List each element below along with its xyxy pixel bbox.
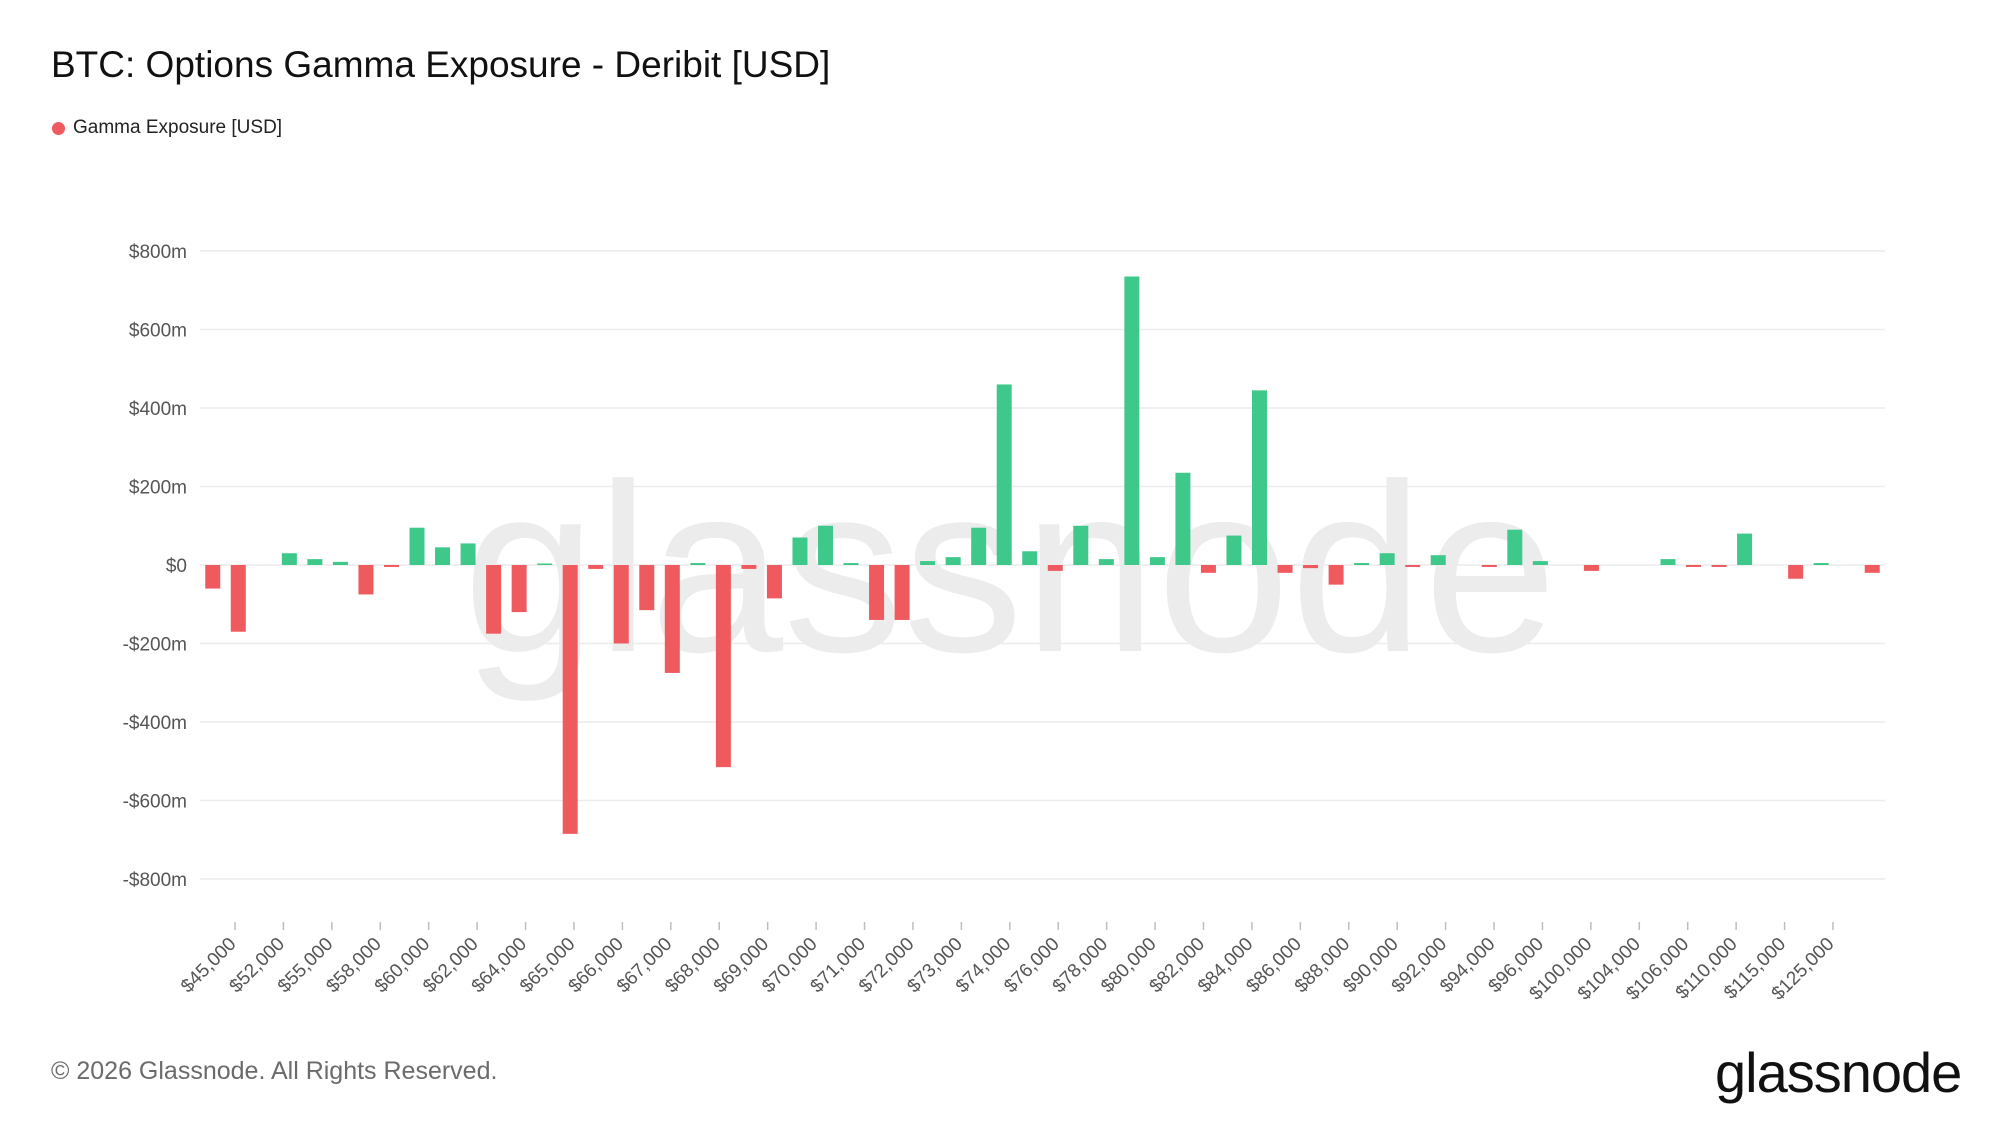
bar[interactable]: [1149, 557, 1165, 565]
bar[interactable]: [1047, 565, 1063, 571]
bar[interactable]: [537, 563, 553, 566]
chart-title: BTC: Options Gamma Exposure - Deribit [U…: [51, 44, 831, 85]
bar[interactable]: [1200, 565, 1216, 573]
bar[interactable]: [1737, 533, 1753, 565]
bar[interactable]: [588, 565, 604, 569]
legend-label: Gamma Exposure [USD]: [73, 117, 283, 138]
bar[interactable]: [358, 565, 374, 595]
bar[interactable]: [1328, 565, 1344, 585]
y-tick-label: -$400m: [123, 713, 187, 734]
bar[interactable]: [1711, 565, 1727, 567]
bar[interactable]: [920, 561, 936, 565]
bar[interactable]: [1098, 559, 1114, 565]
bar[interactable]: [1175, 472, 1191, 565]
bar[interactable]: [562, 565, 578, 834]
y-tick-label: -$600m: [123, 792, 187, 813]
bar[interactable]: [613, 565, 629, 644]
bar[interactable]: [1124, 276, 1140, 565]
y-axis-ticks: $800m $600m $400m $200m $0 -$200m -$400m -$600m…: [123, 242, 187, 891]
bar[interactable]: [1430, 555, 1446, 565]
bar[interactable]: [1813, 563, 1829, 565]
bar[interactable]: [945, 557, 961, 565]
bar[interactable]: [281, 553, 297, 565]
bars: [205, 276, 1880, 834]
y-tick-label: $400m: [129, 399, 187, 420]
bar[interactable]: [996, 384, 1012, 565]
bar[interactable]: [1252, 390, 1268, 565]
bar[interactable]: [1864, 565, 1880, 573]
bar[interactable]: [1507, 529, 1523, 565]
bar[interactable]: [486, 565, 502, 634]
bar[interactable]: [869, 565, 885, 620]
bar[interactable]: [460, 543, 476, 565]
y-tick-label: $0: [166, 556, 187, 577]
bar[interactable]: [307, 559, 323, 565]
bar[interactable]: [741, 565, 757, 569]
bar[interactable]: [894, 565, 910, 620]
bar[interactable]: [639, 565, 655, 611]
glassnode-logo[interactable]: glassnode: [1715, 1041, 1962, 1104]
x-axis-ticks: $45,000$52,000$55,000$58,000$60,000$62,0…: [177, 922, 1839, 1005]
bar[interactable]: [332, 561, 348, 565]
grid-lines: [200, 250, 1885, 880]
bar[interactable]: [1226, 535, 1242, 565]
bar[interactable]: [1405, 565, 1421, 567]
bar[interactable]: [230, 565, 246, 632]
bar[interactable]: [205, 565, 221, 589]
bar[interactable]: [715, 565, 731, 768]
bar[interactable]: [1481, 565, 1497, 567]
bar[interactable]: [817, 525, 833, 565]
bar[interactable]: [409, 527, 425, 565]
legend-dot-icon: [52, 121, 65, 135]
y-tick-label: -$200m: [123, 635, 187, 656]
bar[interactable]: [1532, 561, 1548, 565]
bar[interactable]: [435, 547, 451, 565]
legend[interactable]: Gamma Exposure [USD]: [52, 117, 282, 139]
bar[interactable]: [1686, 565, 1702, 567]
bar[interactable]: [690, 563, 706, 565]
bar[interactable]: [1303, 565, 1319, 569]
bar[interactable]: [1379, 553, 1395, 565]
bar[interactable]: [1660, 559, 1676, 565]
bar[interactable]: [1788, 565, 1804, 579]
bar[interactable]: [1583, 565, 1599, 571]
bar[interactable]: [843, 563, 859, 565]
bar[interactable]: [511, 565, 527, 613]
bar[interactable]: [1354, 563, 1370, 565]
y-tick-label: $200m: [129, 478, 187, 499]
bar[interactable]: [383, 565, 399, 567]
bar[interactable]: [766, 565, 782, 599]
y-tick-label: $600m: [129, 321, 187, 342]
bar[interactable]: [792, 537, 808, 565]
bar[interactable]: [1022, 551, 1038, 565]
y-tick-label: $800m: [129, 242, 187, 263]
bar[interactable]: [1073, 525, 1089, 565]
bar[interactable]: [664, 565, 680, 673]
y-tick-label: -$800m: [123, 870, 187, 891]
bar[interactable]: [971, 527, 987, 565]
copyright-text: © 2026 Glassnode. All Rights Reserved.: [51, 1057, 498, 1085]
bar[interactable]: [1277, 565, 1293, 573]
